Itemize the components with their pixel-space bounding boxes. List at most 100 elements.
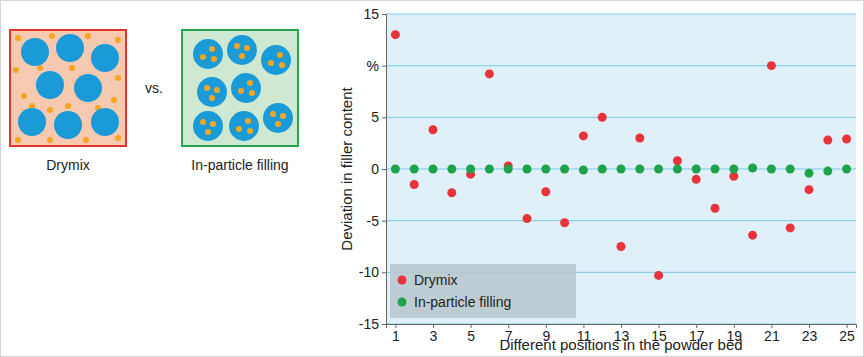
y-tick: 5 xyxy=(371,109,386,125)
y-tick-label: -10 xyxy=(359,264,379,280)
y-tick-mark xyxy=(382,66,386,67)
x-tick-label: 1 xyxy=(392,328,400,344)
point xyxy=(654,165,663,174)
x-tick: 21 xyxy=(764,324,780,344)
filled-particle xyxy=(263,103,293,133)
point xyxy=(447,188,456,197)
y-tick: -5 xyxy=(367,213,386,229)
point xyxy=(748,231,757,240)
point xyxy=(523,214,532,223)
point xyxy=(598,113,607,122)
matrix-particle xyxy=(91,44,119,72)
filled-particle xyxy=(227,35,257,65)
diagram-label: vs. xyxy=(145,80,163,96)
filled-particle xyxy=(229,111,259,141)
filler-particle xyxy=(268,60,274,66)
x-tick: 1 xyxy=(392,324,400,344)
point xyxy=(823,136,832,145)
filler-particle xyxy=(21,93,27,99)
point xyxy=(485,69,494,78)
x-tick: 23 xyxy=(802,324,818,344)
filler-particle xyxy=(245,118,251,124)
point xyxy=(692,165,701,174)
filler-particle xyxy=(15,35,21,41)
y-tick-mark xyxy=(382,169,386,170)
filler-particle xyxy=(15,137,21,143)
point xyxy=(541,165,550,174)
y-tick-mark xyxy=(382,324,386,325)
legend-label: In-particle filling xyxy=(414,294,511,310)
filler-particle xyxy=(83,137,89,143)
point xyxy=(391,165,400,174)
filler-particle xyxy=(69,65,75,71)
point xyxy=(429,165,438,174)
filler-particle xyxy=(234,43,240,49)
point xyxy=(579,131,588,140)
y-tick-label: 15 xyxy=(363,6,379,22)
matrix-particle xyxy=(18,108,46,136)
x-tick: 5 xyxy=(467,324,475,344)
x-tick-label: 3 xyxy=(430,328,438,344)
point xyxy=(711,204,720,213)
y-tick-label: 0 xyxy=(371,161,379,177)
x-axis-title: Different positions in the powder bed xyxy=(499,336,742,353)
plot-background xyxy=(386,14,856,324)
matrix-particle xyxy=(56,34,84,62)
filled-particle xyxy=(197,77,227,107)
filled-particle xyxy=(193,39,223,69)
matrix-particle xyxy=(36,71,64,99)
legend-marker xyxy=(398,276,407,285)
grid-line xyxy=(386,65,856,66)
filler-particle xyxy=(211,56,217,62)
filler-particle xyxy=(115,135,121,141)
figure-frame xyxy=(1,1,864,357)
x-tick: 25 xyxy=(839,324,855,344)
diagram: Drymixvs.In-particle filling xyxy=(10,30,298,173)
y-axis-title: Deviation in filler content xyxy=(338,86,355,250)
filler-particle xyxy=(209,95,215,101)
filler-particle xyxy=(210,121,216,127)
drymix-box xyxy=(10,30,126,146)
point xyxy=(617,165,626,174)
matrix-particle xyxy=(91,108,119,136)
point xyxy=(805,185,814,194)
legend-marker xyxy=(398,298,407,307)
filler-particle xyxy=(244,45,250,51)
point xyxy=(579,166,588,175)
point xyxy=(410,180,419,189)
point xyxy=(786,223,795,232)
y-tick-mark xyxy=(382,117,386,118)
matrix-particle xyxy=(74,74,102,102)
filler-particle xyxy=(209,46,215,52)
figure: Drymixvs.In-particle filling-15-10-505%1… xyxy=(0,0,864,357)
matrix-particle xyxy=(54,111,82,139)
y-tick-label: -15 xyxy=(359,316,379,332)
diagram-label: Drymix xyxy=(46,157,90,173)
point xyxy=(767,165,776,174)
point xyxy=(711,165,720,174)
filler-particle xyxy=(200,54,206,60)
point xyxy=(842,135,851,144)
filler-particle xyxy=(47,137,53,143)
grid xyxy=(386,14,856,324)
filler-particle xyxy=(111,97,117,103)
point xyxy=(504,165,513,174)
y-axis: -15-10-505%15 xyxy=(359,6,387,332)
filler-particle xyxy=(49,33,55,39)
legend-box xyxy=(390,264,576,318)
x-tick: 3 xyxy=(430,324,438,344)
point xyxy=(485,165,494,174)
filler-particle xyxy=(204,85,210,91)
point xyxy=(729,165,738,174)
filler-particle xyxy=(239,53,245,59)
filler-particle xyxy=(280,113,286,119)
legend-label: Drymix xyxy=(414,272,458,288)
grid-line xyxy=(386,220,856,221)
point xyxy=(391,30,400,39)
filler-particle xyxy=(238,88,244,94)
y-tick: -15 xyxy=(359,316,386,332)
filler-particle xyxy=(275,121,281,127)
y-tick: 0 xyxy=(371,161,386,177)
filler-particle xyxy=(236,126,242,132)
point xyxy=(786,165,795,174)
